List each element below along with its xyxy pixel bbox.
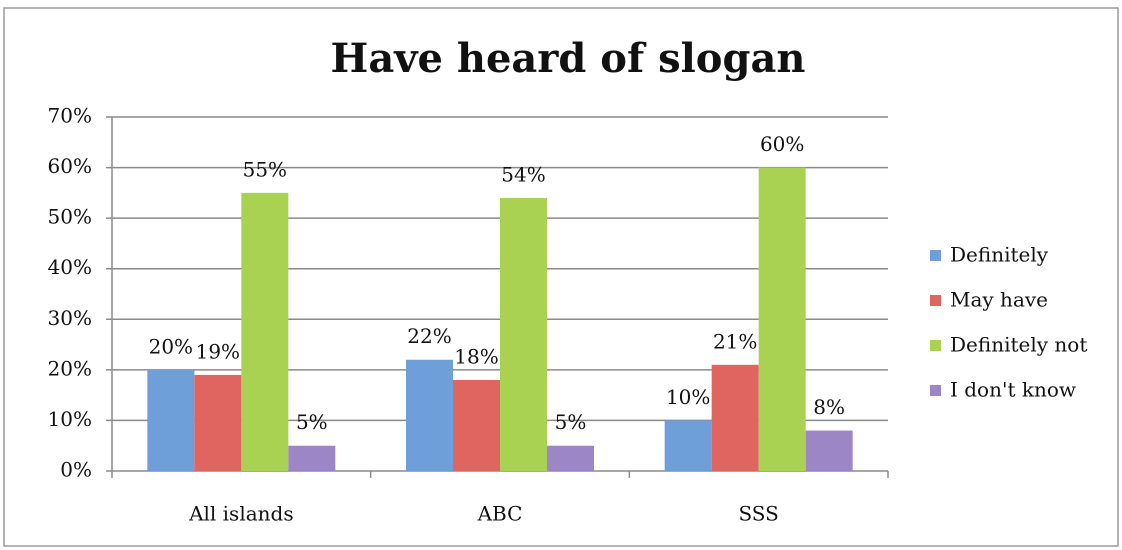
bar <box>805 430 853 471</box>
y-tick-label: 50% <box>48 205 92 229</box>
value-label: 54% <box>501 162 545 186</box>
legend-swatch <box>930 250 941 261</box>
x-tick-label: ABC <box>477 502 523 526</box>
legend-swatch <box>930 295 941 306</box>
legend-label: Definitely not <box>950 333 1087 357</box>
bar <box>194 374 242 471</box>
bar <box>453 379 500 471</box>
y-tick-label: 10% <box>48 407 92 431</box>
bar <box>547 445 594 471</box>
bar <box>147 369 195 471</box>
y-tick-label: 60% <box>48 154 92 178</box>
y-tick-label: 30% <box>48 306 92 330</box>
value-label: 20% <box>149 334 193 358</box>
legend-label: I don't know <box>950 378 1076 402</box>
y-tick-label: 0% <box>60 458 92 482</box>
value-label: 8% <box>813 395 845 419</box>
y-tick-label: 40% <box>48 255 92 279</box>
bar <box>288 445 336 471</box>
legend-swatch <box>930 385 941 396</box>
x-tick-label: All islands <box>188 502 294 526</box>
value-label: 55% <box>243 157 287 181</box>
value-label: 19% <box>196 339 240 363</box>
legend-label: May have <box>950 288 1048 312</box>
value-label: 60% <box>760 132 804 156</box>
legend-swatch <box>930 340 941 351</box>
value-label: 18% <box>454 344 498 368</box>
legend-label: Definitely <box>950 243 1049 267</box>
bar <box>758 167 806 472</box>
x-tick-label: SSS <box>738 502 778 526</box>
value-label: 21% <box>713 329 757 353</box>
bar <box>500 197 547 471</box>
value-label: 22% <box>407 324 451 348</box>
chart-title: Have heard of slogan <box>331 35 806 82</box>
bar <box>241 192 289 471</box>
y-tick-label: 70% <box>48 104 92 128</box>
y-tick-label: 20% <box>48 356 92 380</box>
bar <box>406 359 453 471</box>
bar <box>711 364 759 471</box>
value-label: 10% <box>666 385 710 409</box>
value-label: 5% <box>296 410 328 434</box>
value-label: 5% <box>555 410 587 434</box>
bar <box>664 420 712 471</box>
